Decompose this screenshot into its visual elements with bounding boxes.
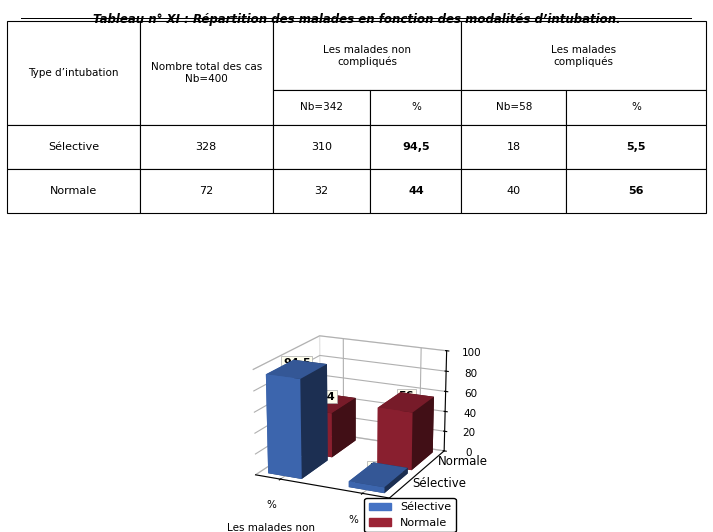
Text: 72: 72 [199, 186, 213, 196]
Text: Type d’intubation: Type d’intubation [29, 68, 119, 78]
Bar [7, 169, 140, 213]
Text: 40: 40 [507, 186, 520, 196]
Text: Normale: Normale [50, 186, 97, 196]
Text: Les malades
compliqués: Les malades compliqués [551, 45, 616, 67]
Bar [566, 124, 706, 169]
Text: 44: 44 [408, 186, 424, 196]
Text: 94,5: 94,5 [402, 142, 430, 152]
Bar [272, 21, 461, 90]
Text: 5,5: 5,5 [626, 142, 646, 152]
Text: Nombre total des cas
Nb=400: Nombre total des cas Nb=400 [150, 62, 262, 84]
Bar [371, 90, 461, 124]
Bar [140, 124, 272, 169]
Bar [140, 21, 272, 124]
Bar [7, 21, 140, 124]
Text: %: % [631, 103, 641, 112]
Bar [461, 90, 566, 124]
Bar [461, 124, 566, 169]
Text: 56: 56 [628, 186, 644, 196]
Text: %: % [411, 103, 421, 112]
Bar [461, 21, 706, 90]
Text: Tableau n° XI : Répartition des malades en fonction des modalités d’intubation.: Tableau n° XI : Répartition des malades … [93, 13, 620, 26]
Bar [371, 169, 461, 213]
Bar [272, 124, 371, 169]
Bar [461, 169, 566, 213]
Text: Nb=342: Nb=342 [300, 103, 343, 112]
Bar [272, 90, 371, 124]
Bar [140, 169, 272, 213]
Bar [566, 169, 706, 213]
Text: 310: 310 [311, 142, 332, 152]
Text: Nb=58: Nb=58 [496, 103, 532, 112]
Bar [272, 169, 371, 213]
Bar [566, 90, 706, 124]
Text: Les malades non
compliqués: Les malades non compliqués [323, 45, 411, 67]
Legend: Sélective, Normale: Sélective, Normale [364, 498, 456, 532]
Text: 32: 32 [314, 186, 329, 196]
Text: 18: 18 [507, 142, 520, 152]
Text: 328: 328 [195, 142, 217, 152]
Text: Sélective: Sélective [48, 142, 99, 152]
Bar [7, 124, 140, 169]
Bar [371, 124, 461, 169]
